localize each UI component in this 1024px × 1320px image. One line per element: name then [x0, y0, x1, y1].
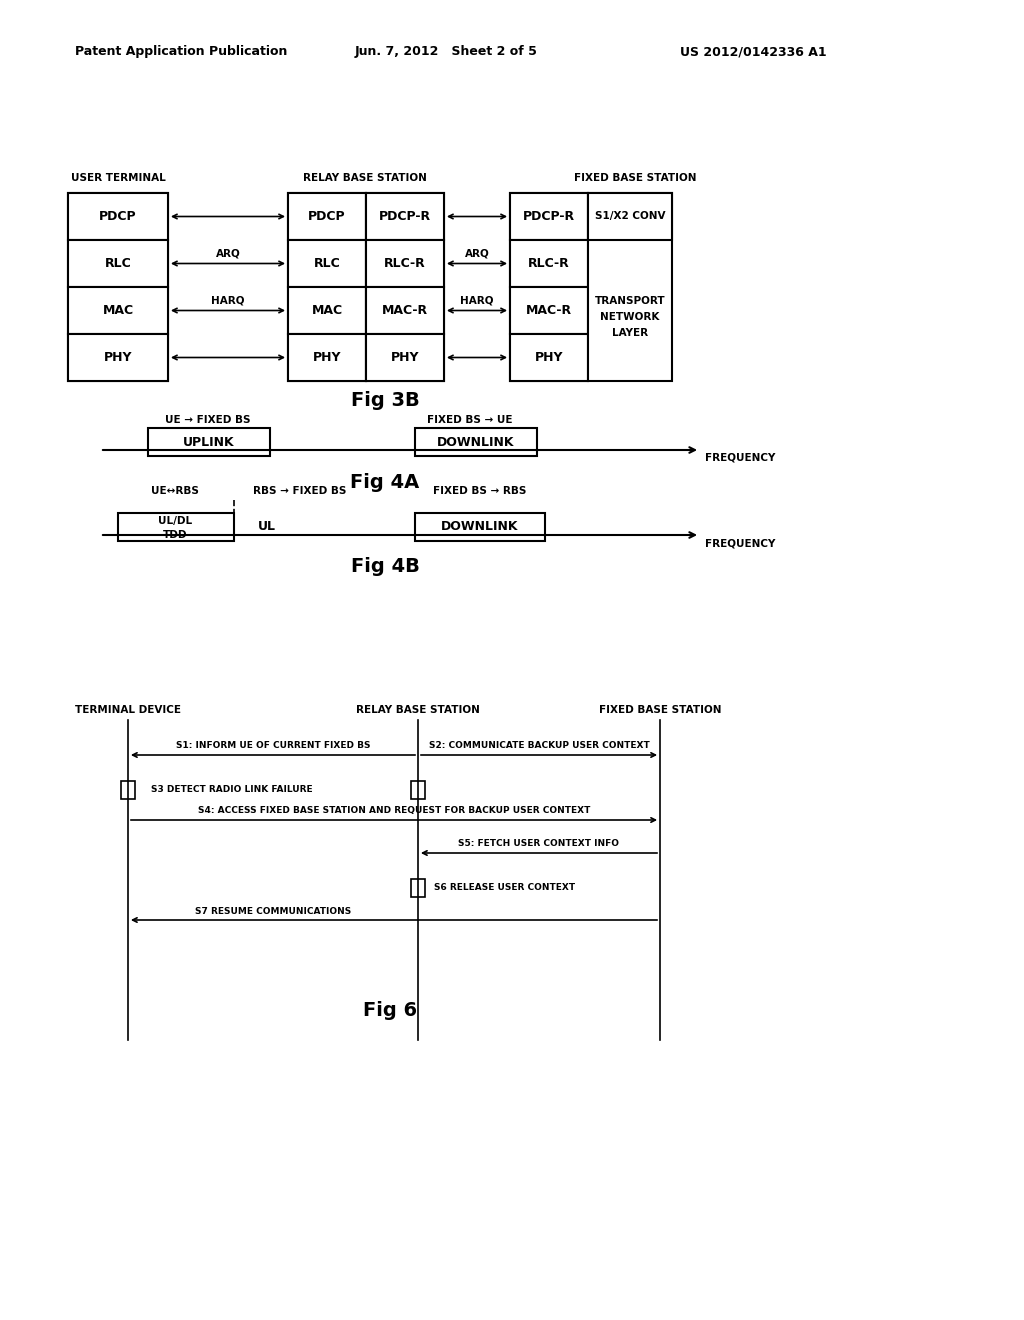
Text: PHY: PHY: [391, 351, 419, 364]
Bar: [366, 240, 444, 286]
Text: LAYER: LAYER: [612, 327, 648, 338]
Text: TDD: TDD: [163, 531, 187, 540]
Bar: [68, 240, 168, 286]
Text: FREQUENCY: FREQUENCY: [705, 453, 775, 463]
Text: S7 RESUME COMMUNICATIONS: S7 RESUME COMMUNICATIONS: [195, 907, 351, 916]
Bar: [121, 781, 135, 799]
Text: HARQ: HARQ: [460, 296, 494, 305]
Text: PDCP-R: PDCP-R: [379, 210, 431, 223]
Bar: [288, 193, 366, 240]
Bar: [288, 334, 366, 381]
Bar: [510, 193, 588, 240]
Text: HARQ: HARQ: [211, 296, 245, 305]
Text: MAC-R: MAC-R: [382, 304, 428, 317]
Text: UPLINK: UPLINK: [183, 436, 234, 449]
Text: US 2012/0142336 A1: US 2012/0142336 A1: [680, 45, 826, 58]
Text: FIXED BASE STATION: FIXED BASE STATION: [573, 173, 696, 183]
Text: DOWNLINK: DOWNLINK: [441, 520, 519, 533]
Bar: [148, 428, 270, 455]
Text: RLC-R: RLC-R: [528, 257, 570, 271]
Text: MAC-R: MAC-R: [526, 304, 572, 317]
Text: S2: COMMUNICATE BACKUP USER CONTEXT: S2: COMMUNICATE BACKUP USER CONTEXT: [429, 742, 649, 751]
Text: FIXED BS → UE: FIXED BS → UE: [427, 414, 513, 425]
Text: Fig 3B: Fig 3B: [350, 391, 420, 409]
Text: RLC: RLC: [313, 257, 340, 271]
Text: Fig 4A: Fig 4A: [350, 473, 420, 491]
Text: ARQ: ARQ: [216, 248, 241, 259]
Bar: [68, 286, 168, 334]
Bar: [288, 240, 366, 286]
Text: DOWNLINK: DOWNLINK: [437, 436, 515, 449]
Text: FREQUENCY: FREQUENCY: [705, 539, 775, 548]
Text: TRANSPORT: TRANSPORT: [595, 296, 666, 305]
Text: Patent Application Publication: Patent Application Publication: [75, 45, 288, 58]
Text: UE↔RBS: UE↔RBS: [152, 486, 199, 496]
Bar: [588, 193, 672, 381]
Bar: [366, 193, 444, 381]
Bar: [68, 193, 168, 381]
Text: RLC: RLC: [104, 257, 131, 271]
Bar: [510, 193, 588, 381]
Text: S1: INFORM UE OF CURRENT FIXED BS: S1: INFORM UE OF CURRENT FIXED BS: [176, 742, 371, 751]
Bar: [68, 193, 168, 240]
Text: FIXED BASE STATION: FIXED BASE STATION: [599, 705, 721, 715]
Text: PDCP-R: PDCP-R: [523, 210, 575, 223]
Text: PHY: PHY: [312, 351, 341, 364]
Text: RBS → FIXED BS: RBS → FIXED BS: [253, 486, 347, 496]
Bar: [366, 193, 444, 240]
Text: PHY: PHY: [103, 351, 132, 364]
Bar: [288, 286, 366, 334]
Bar: [510, 240, 588, 286]
Text: S6 RELEASE USER CONTEXT: S6 RELEASE USER CONTEXT: [434, 883, 575, 892]
Bar: [510, 286, 588, 334]
Bar: [68, 334, 168, 381]
Text: ARQ: ARQ: [465, 248, 489, 259]
Text: MAC: MAC: [102, 304, 133, 317]
Bar: [288, 193, 366, 381]
Bar: [415, 428, 537, 455]
Bar: [510, 334, 588, 381]
Bar: [588, 193, 672, 240]
Text: NETWORK: NETWORK: [600, 312, 659, 322]
Text: Jun. 7, 2012   Sheet 2 of 5: Jun. 7, 2012 Sheet 2 of 5: [355, 45, 538, 58]
Bar: [366, 334, 444, 381]
Text: S5: FETCH USER CONTEXT INFO: S5: FETCH USER CONTEXT INFO: [459, 840, 620, 849]
Text: S3 DETECT RADIO LINK FAILURE: S3 DETECT RADIO LINK FAILURE: [152, 785, 312, 795]
Text: UL: UL: [258, 520, 276, 533]
Text: S4: ACCESS FIXED BASE STATION AND REQUEST FOR BACKUP USER CONTEXT: S4: ACCESS FIXED BASE STATION AND REQUES…: [198, 807, 590, 816]
Text: PHY: PHY: [535, 351, 563, 364]
Text: PDCP: PDCP: [99, 210, 137, 223]
Text: MAC: MAC: [311, 304, 343, 317]
Text: TERMINAL DEVICE: TERMINAL DEVICE: [75, 705, 181, 715]
Text: UE → FIXED BS: UE → FIXED BS: [165, 414, 251, 425]
Bar: [415, 513, 545, 541]
Bar: [411, 781, 425, 799]
Text: USER TERMINAL: USER TERMINAL: [71, 173, 165, 183]
Text: S1/X2 CONV: S1/X2 CONV: [595, 211, 666, 222]
Text: PDCP: PDCP: [308, 210, 346, 223]
Text: RELAY BASE STATION: RELAY BASE STATION: [303, 173, 427, 183]
Text: FIXED BS → RBS: FIXED BS → RBS: [433, 486, 526, 496]
Bar: [366, 286, 444, 334]
Text: Fig 4B: Fig 4B: [350, 557, 420, 577]
Text: RELAY BASE STATION: RELAY BASE STATION: [356, 705, 480, 715]
Bar: [118, 513, 234, 541]
Text: RLC-R: RLC-R: [384, 257, 426, 271]
Text: Fig 6: Fig 6: [362, 1001, 417, 1019]
Bar: [411, 879, 425, 898]
Text: UL/DL: UL/DL: [158, 516, 193, 525]
